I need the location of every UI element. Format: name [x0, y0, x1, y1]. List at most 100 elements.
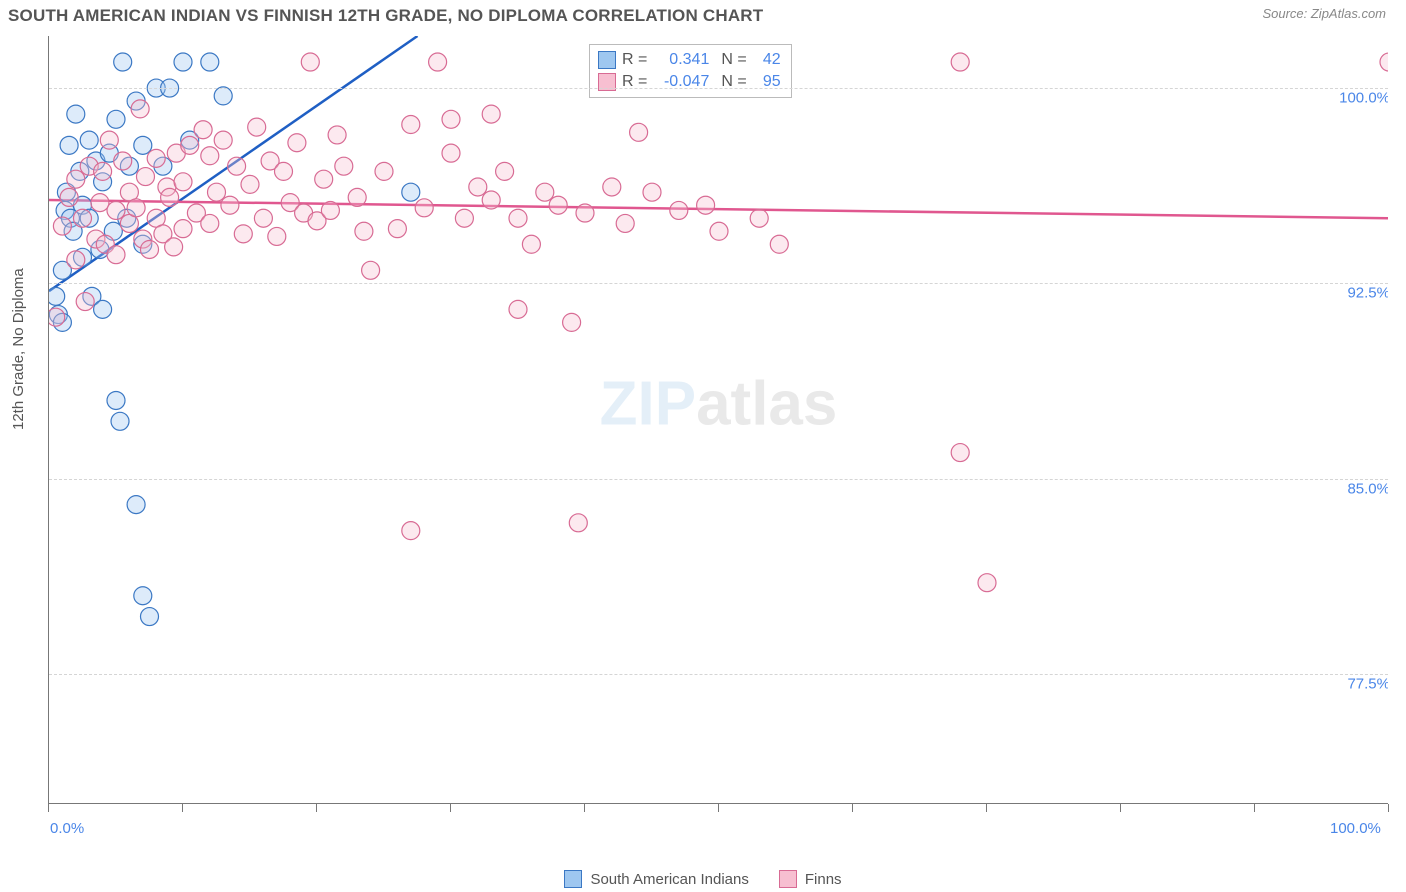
data-point	[107, 246, 125, 264]
data-point	[402, 183, 420, 201]
gridline	[49, 479, 1388, 480]
x-tick	[584, 804, 585, 812]
data-point	[214, 87, 232, 105]
scatter-svg	[49, 36, 1388, 804]
r-value: -0.047	[653, 71, 709, 93]
data-point	[482, 191, 500, 209]
data-point	[710, 222, 728, 240]
data-point	[174, 173, 192, 191]
data-point	[131, 100, 149, 118]
y-tick-label: 92.5%	[1343, 285, 1388, 302]
chart-title: SOUTH AMERICAN INDIAN VS FINNISH 12TH GR…	[8, 6, 763, 26]
data-point	[670, 201, 688, 219]
data-point	[569, 514, 587, 532]
legend-swatch	[779, 870, 797, 888]
data-point	[978, 574, 996, 592]
x-tick	[316, 804, 317, 812]
legend-swatch	[564, 870, 582, 888]
y-tick-label: 100.0%	[1335, 90, 1388, 107]
x-tick	[1388, 804, 1389, 812]
data-point	[181, 136, 199, 154]
x-tick	[182, 804, 183, 812]
data-point	[616, 214, 634, 232]
data-point	[127, 496, 145, 514]
x-tick-label: 0.0%	[50, 820, 84, 837]
data-point	[80, 131, 98, 149]
data-point	[67, 170, 85, 188]
data-point	[630, 123, 648, 141]
data-point	[53, 217, 71, 235]
data-point	[111, 412, 129, 430]
bottom-legend: South American Indians Finns	[0, 870, 1406, 888]
data-point	[951, 53, 969, 71]
bottom-legend-label: Finns	[805, 871, 842, 888]
data-point	[288, 134, 306, 152]
data-point	[107, 201, 125, 219]
y-tick-label: 77.5%	[1343, 675, 1388, 692]
legend-row: R =-0.047N =95	[598, 71, 781, 93]
data-point	[1380, 53, 1388, 71]
bottom-legend-item: Finns	[779, 870, 842, 888]
data-point	[208, 183, 226, 201]
x-tick	[986, 804, 987, 812]
bottom-legend-item: South American Indians	[564, 870, 748, 888]
source-label: Source: ZipAtlas.com	[1262, 6, 1386, 21]
data-point	[134, 587, 152, 605]
data-point	[355, 222, 373, 240]
data-point	[321, 201, 339, 219]
n-label: N =	[721, 49, 746, 71]
data-point	[49, 287, 65, 305]
data-point	[165, 238, 183, 256]
data-point	[127, 199, 145, 217]
data-point	[750, 209, 768, 227]
gridline	[49, 674, 1388, 675]
x-tick-label: 100.0%	[1330, 820, 1381, 837]
bottom-legend-label: South American Indians	[590, 871, 748, 888]
data-point	[141, 608, 159, 626]
data-point	[770, 235, 788, 253]
r-label: R =	[622, 71, 647, 93]
x-tick	[1254, 804, 1255, 812]
data-point	[509, 300, 527, 318]
data-point	[549, 196, 567, 214]
data-point	[174, 53, 192, 71]
gridline	[49, 283, 1388, 284]
data-point	[576, 204, 594, 222]
data-point	[114, 53, 132, 71]
data-point	[161, 188, 179, 206]
data-point	[402, 522, 420, 540]
data-point	[134, 136, 152, 154]
data-point	[509, 209, 527, 227]
data-point	[60, 136, 78, 154]
y-tick-label: 85.0%	[1343, 480, 1388, 497]
gridline	[49, 88, 1388, 89]
data-point	[362, 261, 380, 279]
data-point	[214, 131, 232, 149]
r-value: 0.341	[653, 49, 709, 71]
y-axis-title: 12th Grade, No Diploma	[10, 268, 27, 430]
data-point	[522, 235, 540, 253]
data-point	[100, 131, 118, 149]
data-point	[94, 162, 112, 180]
data-point	[536, 183, 554, 201]
data-point	[221, 196, 239, 214]
x-tick	[1120, 804, 1121, 812]
data-point	[194, 121, 212, 139]
data-point	[74, 209, 92, 227]
data-point	[482, 105, 500, 123]
data-point	[94, 300, 112, 318]
data-point	[268, 227, 286, 245]
data-point	[951, 444, 969, 462]
data-point	[375, 162, 393, 180]
data-point	[643, 183, 661, 201]
trend-line	[49, 200, 1388, 218]
data-point	[234, 225, 252, 243]
data-point	[147, 149, 165, 167]
n-label: N =	[721, 71, 746, 93]
data-point	[60, 188, 78, 206]
data-point	[301, 53, 319, 71]
data-point	[136, 168, 154, 186]
data-point	[415, 199, 433, 217]
x-tick	[718, 804, 719, 812]
data-point	[91, 194, 109, 212]
